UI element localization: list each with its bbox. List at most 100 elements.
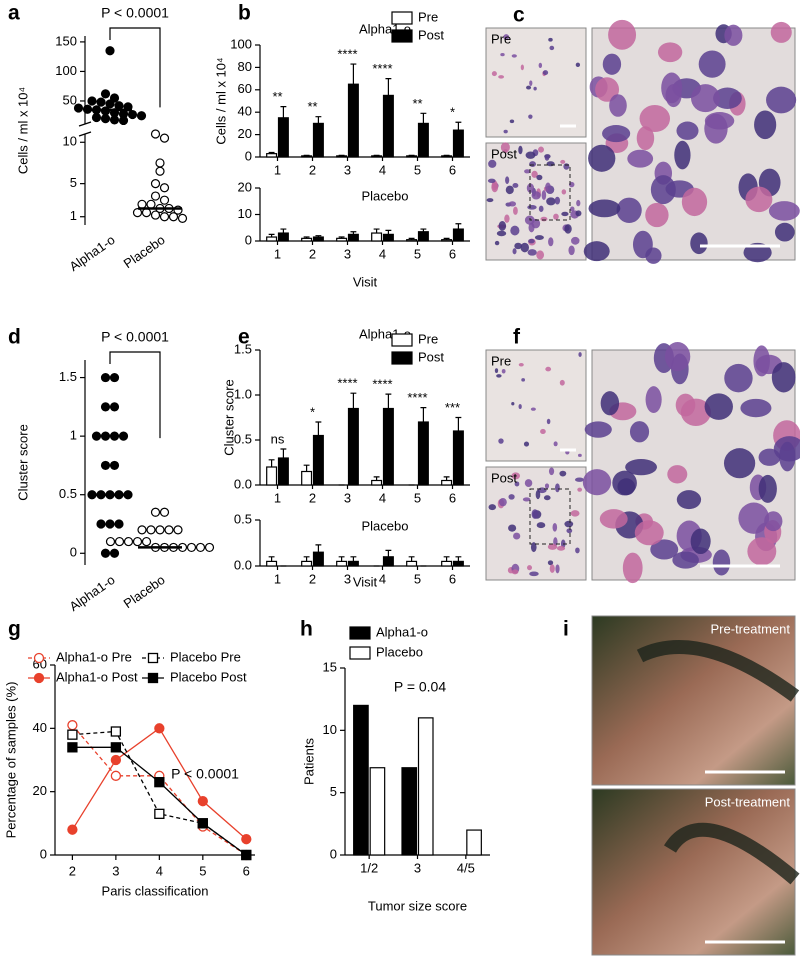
p-value: P < 0.0001 (171, 766, 239, 782)
line-marker (154, 723, 165, 734)
cell (512, 248, 517, 255)
subplot-title: Placebo (362, 188, 409, 203)
data-point (132, 207, 143, 218)
error-bar (338, 154, 345, 156)
y-tick-label: 20 (238, 179, 252, 194)
data-point (136, 111, 147, 121)
line-marker (67, 729, 78, 740)
subplot-title: Placebo (362, 518, 409, 533)
y-tick-label: 1.5 (234, 341, 252, 356)
y-tick-label: 40 (238, 104, 252, 119)
x-tick-label: Alpha1-o (66, 232, 117, 274)
cell (528, 114, 533, 119)
data-point (114, 519, 124, 529)
cell (574, 477, 584, 482)
cell (599, 509, 628, 529)
bar (441, 239, 453, 242)
data-point (159, 195, 170, 205)
cell (535, 489, 541, 500)
y-tick-label: 0 (40, 846, 47, 861)
cell (650, 539, 679, 560)
significance-label: *** (445, 400, 460, 415)
cell (627, 149, 654, 168)
legend-label: Pre (418, 331, 438, 346)
image-label: Pre-treatment (711, 621, 791, 636)
error-bar (350, 63, 357, 85)
cell (523, 441, 530, 447)
data-point (105, 46, 115, 56)
image-panel (485, 142, 587, 261)
bar (441, 479, 453, 486)
cell (498, 75, 505, 79)
cell (578, 352, 582, 357)
error-bar (408, 237, 415, 240)
data-point (87, 96, 97, 106)
bar (301, 237, 313, 242)
cell (531, 509, 539, 519)
data-point (155, 525, 165, 535)
cell (779, 441, 796, 472)
x-tick-label: 3 (344, 246, 351, 261)
error-bar (315, 421, 322, 436)
x-tick-label: 1/2 (360, 860, 378, 875)
cell (561, 211, 569, 217)
instrument (636, 640, 800, 702)
cell (602, 53, 622, 75)
y-tick-label: 100 (230, 36, 252, 51)
cell (712, 549, 731, 576)
cell (508, 201, 517, 207)
cell (568, 245, 575, 256)
significance-label: * (450, 105, 455, 120)
cell (526, 183, 535, 193)
error-bar (443, 556, 450, 562)
cell (488, 159, 497, 168)
data-point (150, 129, 161, 139)
data-point (118, 115, 129, 126)
y-tick-label: 5 (70, 175, 77, 190)
x-tick-label: 2 (309, 162, 316, 177)
error-bar (443, 154, 450, 156)
x-tick-label: 6 (449, 571, 456, 586)
data-point (137, 525, 147, 535)
x-tick-label: Placebo (121, 232, 168, 271)
cell (577, 487, 583, 492)
cell (514, 242, 522, 250)
bar (266, 560, 278, 567)
line-marker (110, 726, 122, 737)
legend-swatch (391, 333, 413, 347)
error-bar (408, 154, 415, 156)
p-value: P = 0.04 (394, 679, 447, 695)
cell (525, 151, 536, 159)
data-point (100, 89, 111, 99)
cell (672, 551, 699, 569)
cell (513, 206, 518, 215)
legend-label: Placebo Post (170, 669, 247, 684)
p-value: P < 0.0001 (101, 329, 169, 345)
bar (406, 560, 418, 567)
bar (371, 479, 383, 486)
legend-marker (147, 652, 159, 664)
cell (575, 210, 582, 217)
cell (486, 198, 494, 203)
cell (723, 448, 756, 479)
data-point (127, 109, 138, 120)
cell (555, 564, 560, 574)
bar (452, 430, 464, 486)
cell (524, 479, 533, 487)
error-bar (303, 556, 310, 562)
panel-letter: h (300, 618, 313, 641)
image-label: Post (491, 146, 517, 161)
cell (553, 441, 558, 447)
cell (625, 458, 657, 476)
cell (521, 378, 526, 382)
cell (545, 182, 551, 193)
line-marker (67, 742, 78, 753)
line-marker (110, 770, 122, 781)
cell (639, 104, 671, 133)
cell (608, 19, 637, 50)
legend-marker (33, 652, 45, 664)
data-point (137, 199, 147, 209)
cell (774, 222, 795, 242)
bar (401, 767, 418, 856)
legend-swatch (349, 646, 371, 660)
